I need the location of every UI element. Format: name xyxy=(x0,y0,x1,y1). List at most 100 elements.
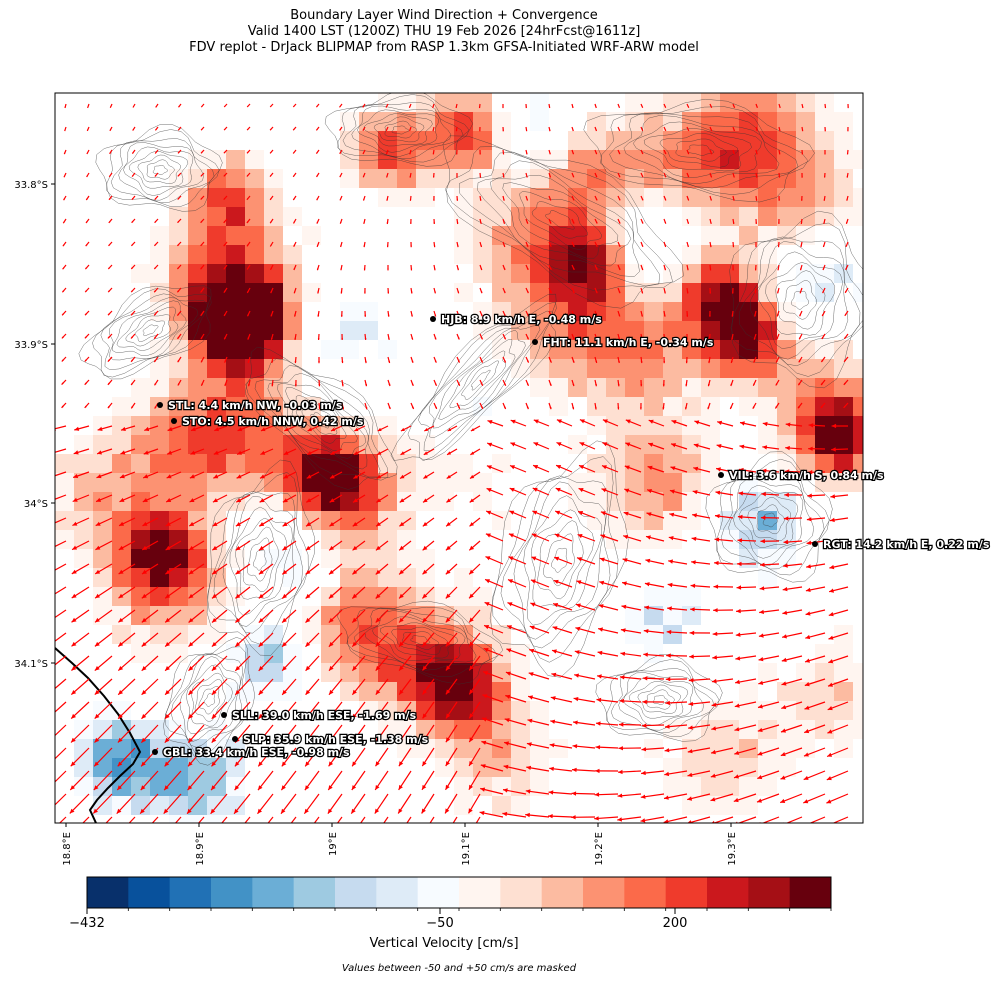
wind-arrow-head xyxy=(669,512,675,517)
velocity-cell xyxy=(188,492,207,511)
wind-arrow-head xyxy=(167,450,173,455)
contour-line xyxy=(92,288,212,378)
wind-arrow-head xyxy=(480,337,483,340)
wind-arrow-head xyxy=(200,197,203,200)
wind-arrow-head xyxy=(318,361,320,364)
contour-line xyxy=(390,293,557,461)
wind-arrow-head xyxy=(689,654,694,659)
contour-line xyxy=(728,478,814,566)
velocity-cell xyxy=(207,454,226,473)
velocity-cell xyxy=(359,112,378,131)
wind-arrow-head xyxy=(411,383,414,386)
velocity-cell xyxy=(511,283,530,302)
velocity-cell xyxy=(264,682,283,701)
wind-arrow xyxy=(452,816,458,823)
wind-arrow-head xyxy=(715,514,720,519)
wind-arrow-head xyxy=(456,176,458,178)
wind-arrow-head xyxy=(211,666,217,671)
wind-arrow-head xyxy=(714,560,719,566)
contour-line xyxy=(213,491,304,634)
wind-arrow-head xyxy=(293,105,295,107)
wind-arrow-head xyxy=(762,445,768,450)
wind-arrow-head xyxy=(801,176,803,178)
velocity-cell xyxy=(606,397,625,416)
wind-arrow-head xyxy=(235,690,240,695)
velocity-cell xyxy=(492,188,511,207)
wind-arrow-head xyxy=(733,175,735,178)
wind-arrow-head xyxy=(177,197,180,200)
velocity-cell xyxy=(378,112,397,131)
wind-arrow-head xyxy=(548,106,551,108)
contour-line xyxy=(502,182,619,259)
velocity-cell xyxy=(435,169,454,188)
velocity-cell xyxy=(492,625,511,644)
wind-arrow-head xyxy=(46,832,51,837)
wind-arrow-head xyxy=(280,832,284,837)
wind-arrow-head xyxy=(386,129,388,131)
wind-arrow-head xyxy=(551,672,557,677)
velocity-cell xyxy=(853,701,863,720)
wind-arrow-head xyxy=(503,199,505,201)
velocity-cell xyxy=(834,207,853,226)
velocity-cell xyxy=(226,207,245,226)
velocity-cell xyxy=(359,549,378,568)
colorbar-swatch xyxy=(707,877,749,908)
velocity-cell xyxy=(93,530,112,549)
velocity-cell xyxy=(758,777,777,796)
wind-arrow-head xyxy=(434,291,436,294)
velocity-cell xyxy=(435,758,454,777)
wind-arrow-head xyxy=(109,152,111,154)
velocity-cell xyxy=(188,207,207,226)
contour-line xyxy=(137,154,181,184)
wind-arrow xyxy=(313,816,320,823)
velocity-cell xyxy=(644,359,663,378)
wind-arrow-head xyxy=(132,152,134,154)
station-label: RGT: 14.2 km/h E, 0.22 m/s xyxy=(823,538,990,551)
wind-arrow-head xyxy=(433,245,436,248)
wind-arrow-head xyxy=(824,106,826,109)
wind-arrow-head xyxy=(305,761,310,767)
velocity-cell xyxy=(226,169,245,188)
wind-arrow-head xyxy=(247,151,249,154)
wind-arrow-head xyxy=(469,498,475,503)
velocity-cell xyxy=(169,606,188,625)
contour-line xyxy=(765,262,836,336)
velocity-cell xyxy=(169,245,188,264)
wind-arrow-head xyxy=(48,666,53,671)
velocity-cell xyxy=(511,359,530,378)
wind-arrow-head xyxy=(388,337,390,340)
velocity-cell xyxy=(663,131,682,150)
wind-arrow-head xyxy=(550,696,556,701)
wind-arrow-head xyxy=(329,569,334,575)
velocity-cell xyxy=(264,416,283,435)
station-label: FHT: 11.1 km/h E, -0.34 m/s xyxy=(543,336,714,349)
wind-arrow-head xyxy=(48,618,53,622)
wind-arrow-head xyxy=(828,682,833,687)
wind-arrow-head xyxy=(48,714,53,719)
velocity-cell xyxy=(758,397,777,416)
wind-arrow-head xyxy=(621,604,627,609)
contour-line xyxy=(628,681,689,719)
wind-arrow xyxy=(55,793,67,806)
wind-arrow-head xyxy=(211,737,217,743)
wind-arrow-head xyxy=(270,128,272,131)
wind-arrow-head xyxy=(340,198,342,201)
wind-arrow-head xyxy=(645,558,651,563)
wind-arrow-head xyxy=(422,761,427,767)
contour-line xyxy=(295,395,347,444)
velocity-cell xyxy=(720,245,739,264)
wind-arrow-head xyxy=(823,245,825,247)
wind-arrow-head xyxy=(572,744,578,749)
wind-arrow-head xyxy=(532,487,538,492)
velocity-cell xyxy=(739,169,758,188)
wind-arrow-head xyxy=(737,538,742,543)
velocity-cell xyxy=(720,302,739,321)
velocity-cell xyxy=(530,378,549,397)
wind-arrow-head xyxy=(761,492,766,497)
lat-label: 34.1°S xyxy=(14,659,48,670)
wind-arrow-head xyxy=(224,105,226,107)
wind-arrow-head xyxy=(399,569,404,575)
wind-arrow-head xyxy=(526,291,529,294)
wind-arrow-head xyxy=(647,465,653,470)
contour-line xyxy=(609,112,799,189)
